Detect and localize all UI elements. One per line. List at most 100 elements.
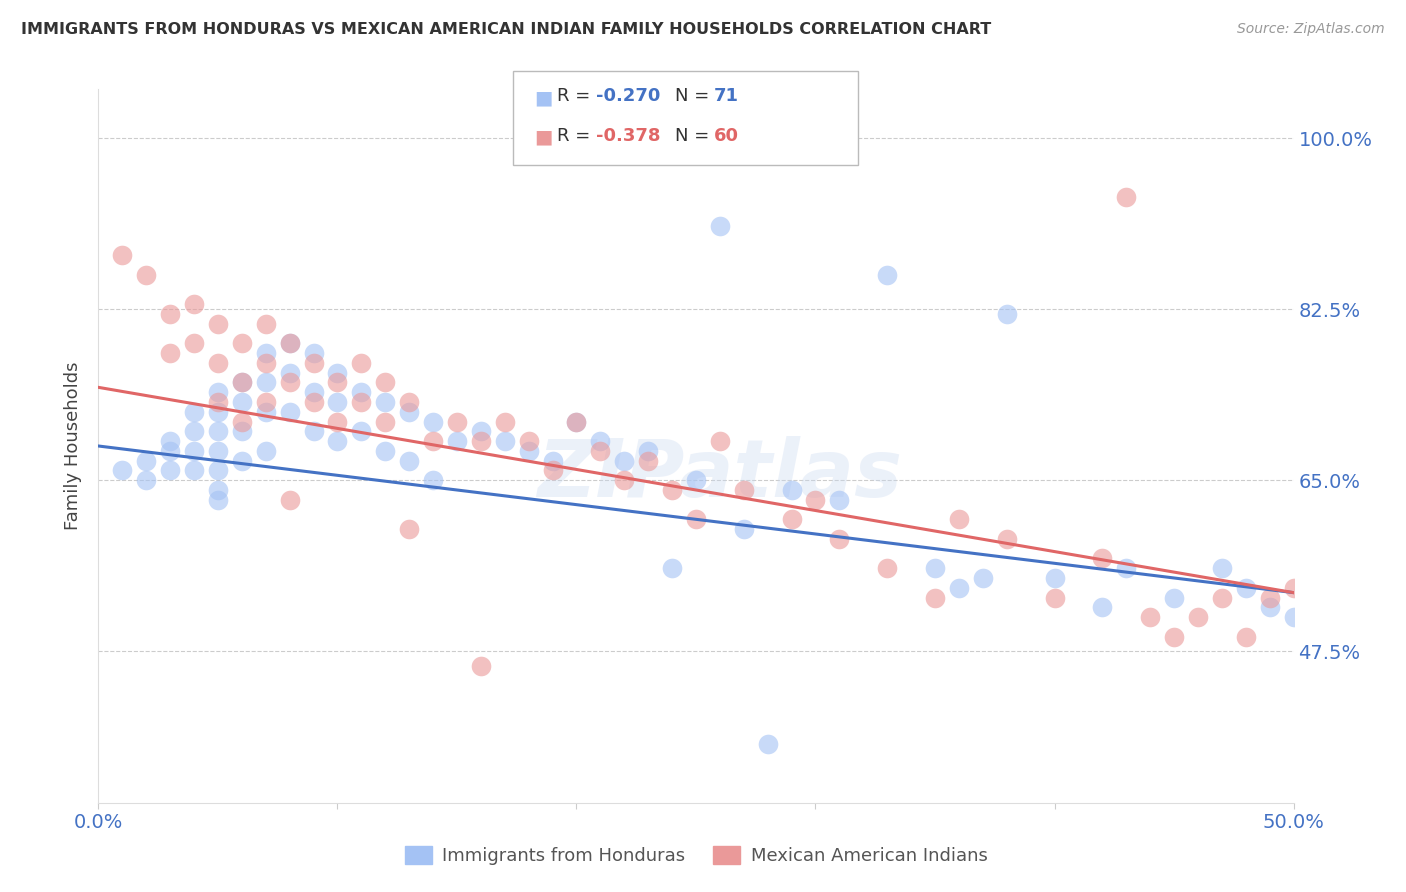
Point	[254, 376, 277, 390]
Point	[589, 434, 612, 449]
Point	[374, 443, 396, 458]
Point	[613, 473, 636, 487]
Point	[780, 483, 803, 497]
Point	[183, 443, 205, 458]
Point	[374, 415, 396, 429]
Point	[183, 297, 205, 311]
Point	[183, 405, 205, 419]
Point	[207, 463, 229, 477]
Point	[1043, 591, 1066, 605]
Point	[446, 434, 468, 449]
Point	[637, 453, 659, 467]
Point	[207, 356, 229, 370]
Point	[924, 561, 946, 575]
Point	[398, 395, 420, 409]
Point	[733, 483, 755, 497]
Point	[350, 356, 373, 370]
Y-axis label: Family Households: Family Households	[65, 362, 83, 530]
Point	[254, 317, 277, 331]
Point	[159, 346, 181, 360]
Point	[494, 415, 516, 429]
Point	[254, 395, 277, 409]
Point	[350, 425, 373, 439]
Point	[470, 425, 492, 439]
Point	[326, 434, 349, 449]
Point	[470, 434, 492, 449]
Point	[135, 473, 157, 487]
Point	[1234, 630, 1257, 644]
Text: -0.270: -0.270	[596, 87, 661, 105]
Point	[231, 395, 253, 409]
Point	[1115, 190, 1137, 204]
Point	[1163, 630, 1185, 644]
Point	[517, 443, 540, 458]
Point	[326, 366, 349, 380]
Point	[254, 443, 277, 458]
Point	[207, 317, 229, 331]
Point	[1282, 610, 1305, 624]
Point	[302, 395, 325, 409]
Point	[948, 581, 970, 595]
Point	[207, 385, 229, 400]
Text: R =: R =	[557, 127, 596, 145]
Point	[302, 346, 325, 360]
Text: -0.378: -0.378	[596, 127, 661, 145]
Point	[302, 356, 325, 370]
Text: Source: ZipAtlas.com: Source: ZipAtlas.com	[1237, 22, 1385, 37]
Point	[207, 492, 229, 507]
Point	[278, 492, 301, 507]
Point	[828, 532, 851, 546]
Point	[1091, 600, 1114, 615]
Text: ■: ■	[534, 88, 553, 107]
Point	[972, 571, 994, 585]
Point	[1091, 551, 1114, 566]
Point	[613, 453, 636, 467]
Point	[446, 415, 468, 429]
Point	[756, 737, 779, 751]
Point	[159, 463, 181, 477]
Point	[948, 512, 970, 526]
Point	[350, 385, 373, 400]
Point	[254, 346, 277, 360]
Point	[326, 395, 349, 409]
Point	[207, 443, 229, 458]
Point	[565, 415, 588, 429]
Text: R =: R =	[557, 87, 596, 105]
Point	[159, 434, 181, 449]
Point	[685, 473, 707, 487]
Point	[1139, 610, 1161, 624]
Point	[924, 591, 946, 605]
Point	[111, 248, 134, 262]
Point	[207, 395, 229, 409]
Point	[565, 415, 588, 429]
Point	[231, 415, 253, 429]
Point	[374, 395, 396, 409]
Point	[1187, 610, 1209, 624]
Point	[231, 376, 253, 390]
Point	[254, 356, 277, 370]
Point	[876, 268, 898, 282]
Point	[135, 268, 157, 282]
Point	[422, 415, 444, 429]
Point	[541, 463, 564, 477]
Point	[326, 415, 349, 429]
Point	[709, 219, 731, 233]
Point	[470, 659, 492, 673]
Text: IMMIGRANTS FROM HONDURAS VS MEXICAN AMERICAN INDIAN FAMILY HOUSEHOLDS CORRELATIO: IMMIGRANTS FROM HONDURAS VS MEXICAN AMER…	[21, 22, 991, 37]
Point	[589, 443, 612, 458]
Point	[1258, 600, 1281, 615]
Point	[302, 385, 325, 400]
Point	[207, 483, 229, 497]
Point	[1211, 561, 1233, 575]
Point	[207, 405, 229, 419]
Point	[183, 336, 205, 351]
Point	[183, 463, 205, 477]
Point	[278, 336, 301, 351]
Point	[374, 376, 396, 390]
Point	[350, 395, 373, 409]
Point	[278, 336, 301, 351]
Point	[661, 483, 683, 497]
Point	[278, 405, 301, 419]
Text: 71: 71	[714, 87, 740, 105]
Point	[517, 434, 540, 449]
